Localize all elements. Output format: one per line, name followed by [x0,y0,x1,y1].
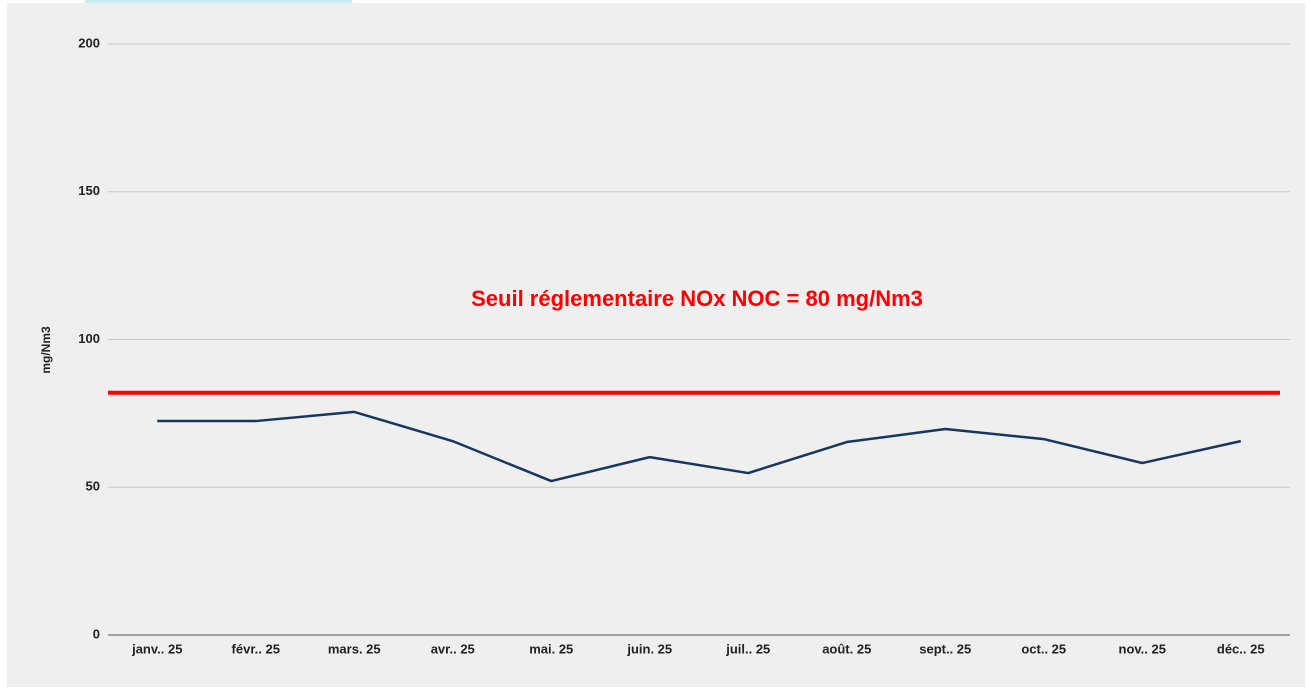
x-tick-label: janv.. 25 [131,641,182,656]
y-tick-label: 50 [86,479,100,494]
chart-background [7,3,1305,687]
x-tick-label: juil.. 25 [725,641,770,656]
y-tick-label: 100 [78,331,100,346]
top-bar [85,0,352,3]
x-tick-label: févr.. 25 [232,641,280,656]
y-tick-label: 150 [78,183,100,198]
x-tick-label: nov.. 25 [1119,641,1166,656]
data-line [157,410,1242,483]
x-tick-label: sept.. 25 [919,641,971,656]
x-tick-label: oct.. 25 [1021,641,1066,656]
x-tick-label: juin. 25 [626,641,672,656]
annotation: Seuil réglementaire NOx NOC = 80 mg/Nm3 [471,286,923,311]
x-tick-label: mai. 25 [529,641,573,656]
y-tick-label: 200 [78,35,100,50]
x-tick-label: avr.. 25 [431,641,475,656]
x-tick-label: déc.. 25 [1217,641,1265,656]
x-tick-label: août. 25 [822,641,871,656]
y-tick-label: 0 [93,626,100,641]
x-tick-label: mars. 25 [328,641,381,656]
y-axis-label: mg/Nm3 [39,326,53,374]
